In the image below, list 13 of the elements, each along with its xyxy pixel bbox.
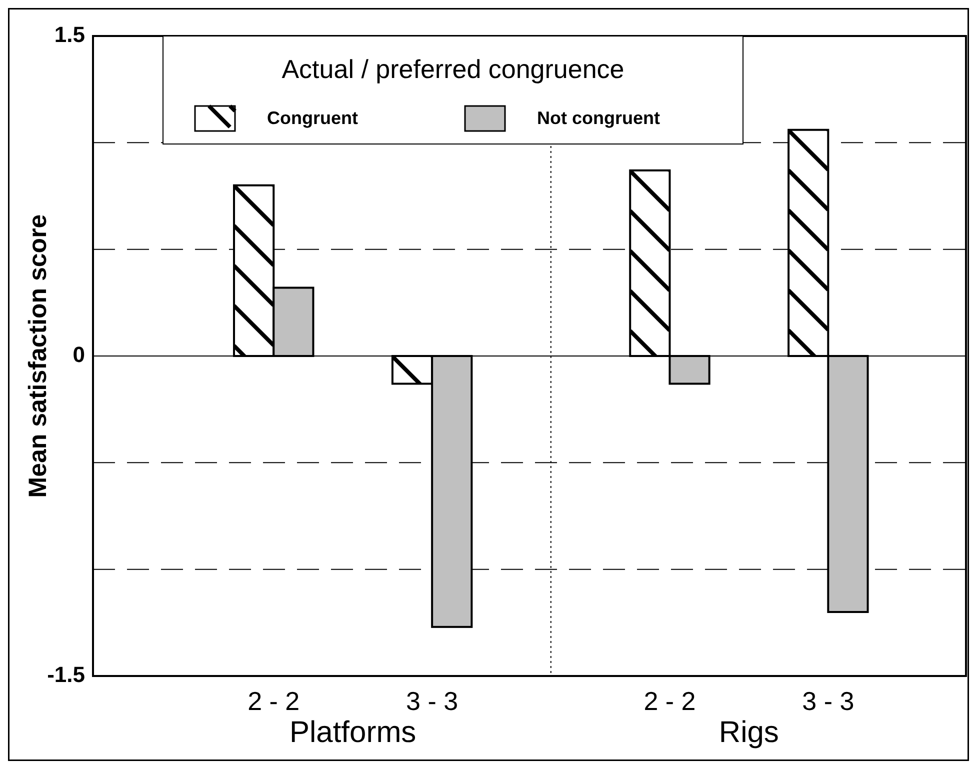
x-tick-label: 3 - 3	[406, 686, 458, 716]
legend-title: Actual / preferred congruence	[282, 54, 624, 84]
text: Platforms	[289, 716, 416, 749]
y-tick-label: 0	[72, 342, 85, 367]
y-tick-label: -1.5	[47, 662, 85, 687]
x-tick-label: 3 - 3	[802, 686, 854, 716]
x-tick-label: 2 - 2	[248, 686, 300, 716]
y-tick-label: 1.5	[54, 22, 85, 47]
text: Rigs	[718, 716, 779, 749]
legend-label: Congruent	[267, 108, 358, 128]
y-axis-title: Mean satisfaction score	[24, 214, 52, 498]
legend-label: Not congruent	[537, 108, 660, 128]
x-tick-label: 2 - 2	[644, 686, 696, 716]
